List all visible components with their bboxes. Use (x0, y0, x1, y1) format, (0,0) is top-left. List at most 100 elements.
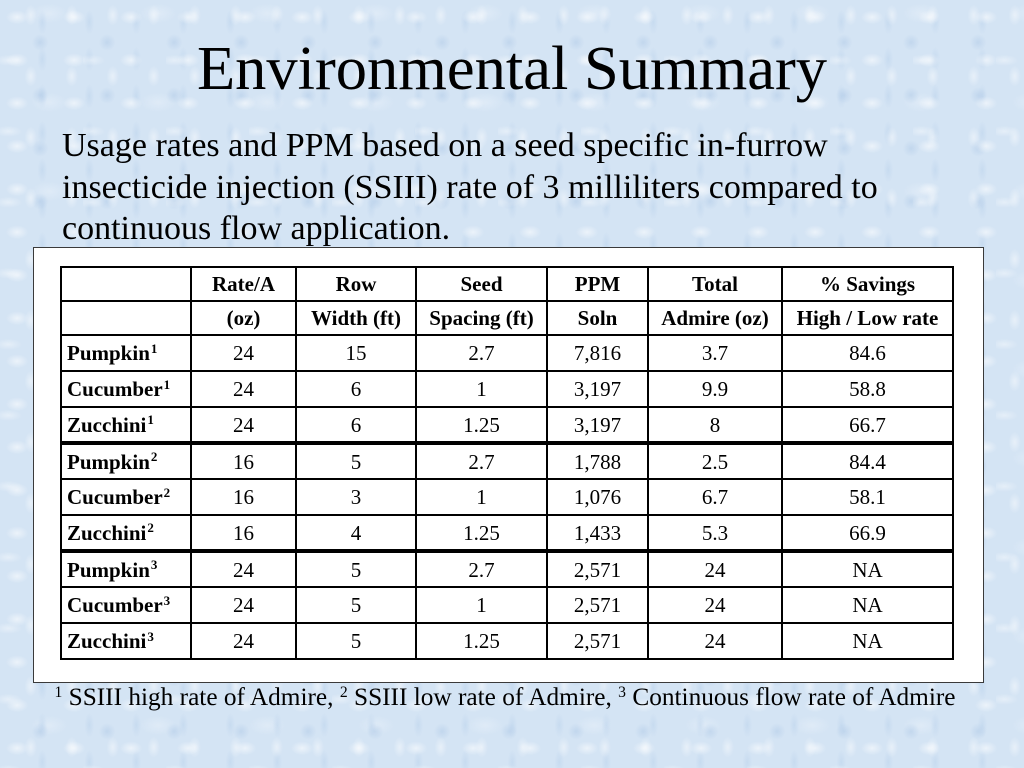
cell-total-admire: 24 (647, 622, 783, 660)
header-seed-spacing: Spacing (ft) (415, 300, 548, 336)
header-savings: % Savings (781, 266, 954, 302)
row-label: Zucchini3 (60, 622, 192, 660)
cell-total-admire: 9.9 (647, 370, 783, 408)
table-row: Pumpkin2 16 5 2.7 1,788 2.5 84.4 (60, 441, 954, 480)
header-ppm: PPM (546, 266, 649, 302)
cell-row-width: 4 (295, 514, 417, 552)
header-total-admire: Admire (oz) (647, 300, 783, 336)
crop-name: Cucumber (67, 377, 163, 401)
environmental-summary-table: Rate/A Row Seed PPM Total % Savings (oz)… (60, 266, 954, 660)
row-label: Pumpkin1 (60, 334, 192, 372)
cell-total-admire: 3.7 (647, 334, 783, 372)
cell-savings: NA (781, 622, 954, 660)
cell-seed-spacing: 1.25 (415, 622, 548, 660)
crop-name: Cucumber (67, 485, 163, 509)
table-panel: Rate/A Row Seed PPM Total % Savings (oz)… (33, 247, 984, 683)
crop-name: Cucumber (67, 593, 163, 617)
cell-savings: 66.7 (781, 406, 954, 444)
cell-savings: 66.9 (781, 514, 954, 552)
rate-footnote-marker: 3 (147, 628, 154, 644)
header-total: Total (647, 266, 783, 302)
footnote-text: SSIII low rate of Admire, (354, 683, 612, 711)
header-rate: Rate/A (190, 266, 297, 302)
corner-cell-lower (60, 300, 192, 336)
footnote-marker: 3 (618, 684, 627, 702)
cell-rate: 24 (190, 549, 297, 588)
cell-total-admire: 24 (647, 586, 783, 624)
cell-rate: 16 (190, 514, 297, 552)
cell-row-width: 6 (295, 406, 417, 444)
header-seed: Seed (415, 266, 548, 302)
cell-ppm: 2,571 (546, 586, 649, 624)
header-row-top: Rate/A Row Seed PPM Total % Savings (60, 266, 954, 302)
cell-savings: 84.4 (781, 441, 954, 480)
rate-footnote-marker: 1 (163, 376, 171, 392)
rate-footnote-marker: 2 (150, 449, 158, 465)
cell-row-width: 3 (295, 478, 417, 516)
corner-cell (60, 266, 192, 302)
cell-rate: 24 (190, 370, 297, 408)
crop-name: Pumpkin (67, 341, 150, 365)
cell-seed-spacing: 1 (415, 478, 548, 516)
footnote-marker: 2 (339, 684, 348, 702)
crop-name: Zucchini (67, 520, 147, 545)
cell-savings: NA (781, 549, 954, 588)
cell-seed-spacing: 2.7 (415, 441, 548, 480)
cell-ppm: 2,571 (546, 622, 649, 660)
cell-total-admire: 8 (647, 406, 783, 444)
table-row: Cucumber2 16 3 1 1,076 6.7 58.1 (60, 478, 954, 516)
row-label: Zucchini1 (60, 406, 192, 444)
cell-row-width: 5 (295, 622, 417, 660)
cell-rate: 16 (190, 441, 297, 480)
crop-name: Pumpkin (67, 449, 150, 474)
slide-title: Environmental Summary (196, 33, 828, 103)
rate-footnote-marker: 2 (147, 520, 154, 536)
header-rate-unit: (oz) (190, 300, 297, 336)
cell-savings: 58.8 (781, 370, 954, 408)
row-label: Cucumber3 (60, 586, 192, 624)
cell-savings: 84.6 (781, 334, 954, 372)
header-row-width: Width (ft) (295, 300, 417, 336)
cell-rate: 24 (190, 586, 297, 624)
cell-row-width: 5 (295, 549, 417, 588)
row-label: Cucumber1 (60, 370, 192, 408)
cell-row-width: 15 (295, 334, 417, 372)
cell-ppm: 3,197 (546, 370, 649, 408)
cell-ppm: 1,788 (546, 441, 649, 480)
cell-ppm: 2,571 (546, 549, 649, 588)
cell-ppm: 3,197 (546, 406, 649, 444)
table-header: Rate/A Row Seed PPM Total % Savings (oz)… (60, 266, 954, 336)
table-row: Zucchini2 16 4 1.25 1,433 5.3 66.9 (60, 514, 954, 552)
cell-savings: NA (781, 586, 954, 624)
crop-name: Zucchini (67, 629, 147, 653)
header-row: Row (295, 266, 417, 302)
intro-paragraph: Usage rates and PPM based on a seed spec… (62, 127, 878, 247)
crop-name: Pumpkin (67, 557, 150, 582)
row-label: Pumpkin3 (60, 549, 192, 588)
header-row-bottom: (oz) Width (ft) Spacing (ft) Soln Admire… (60, 300, 954, 336)
table-body: Pumpkin1 24 15 2.7 7,816 3.7 84.6 Cucumber1 24 6 1… (60, 334, 954, 660)
table-row: Pumpkin3 24 5 2.7 2,571 24 NA (60, 549, 954, 588)
cell-total-admire: 2.5 (647, 441, 783, 480)
cell-savings: 58.1 (781, 478, 954, 516)
cell-total-admire: 6.7 (647, 478, 783, 516)
row-label: Zucchini2 (60, 514, 192, 552)
cell-seed-spacing: 1 (415, 586, 548, 624)
table-row: Zucchini3 24 5 1.25 2,571 24 NA (60, 622, 954, 660)
cell-row-width: 5 (295, 441, 417, 480)
table-row: Pumpkin1 24 15 2.7 7,816 3.7 84.6 (60, 334, 954, 372)
row-label: Pumpkin2 (60, 441, 192, 480)
cell-row-width: 6 (295, 370, 417, 408)
cell-seed-spacing: 1.25 (415, 406, 548, 444)
cell-total-admire: 24 (647, 549, 783, 588)
header-savings-rate: High / Low rate (781, 300, 954, 336)
cell-ppm: 1,076 (546, 478, 649, 516)
cell-rate: 16 (190, 478, 297, 516)
cell-ppm: 7,816 (546, 334, 649, 372)
row-label: Cucumber2 (60, 478, 192, 516)
cell-rate: 24 (190, 622, 297, 660)
table-row: Cucumber3 24 5 1 2,571 24 NA (60, 586, 954, 624)
crop-name: Zucchini (67, 412, 147, 437)
cell-total-admire: 5.3 (647, 514, 783, 552)
